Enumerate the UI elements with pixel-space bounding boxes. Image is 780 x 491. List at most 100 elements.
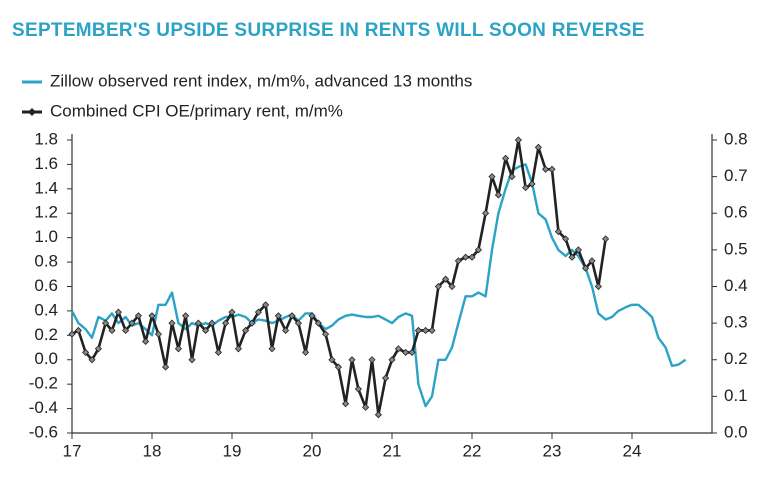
point-marker — [402, 348, 410, 356]
point-marker — [468, 253, 476, 261]
point-marker — [488, 173, 496, 181]
point-marker — [134, 312, 142, 320]
y-tick-label: 1.4 — [34, 178, 58, 197]
point-marker — [214, 348, 222, 356]
y-tick-label: 1.6 — [34, 154, 58, 173]
point-marker — [422, 326, 430, 335]
y-tick-label: 0.8 — [34, 252, 58, 271]
point-marker — [288, 312, 296, 320]
x-tick-label: 21 — [383, 441, 402, 460]
point-marker — [74, 326, 82, 335]
point-marker — [448, 282, 456, 291]
point-marker — [262, 301, 270, 309]
point-marker — [294, 319, 302, 327]
point-marker — [342, 400, 350, 408]
point-marker — [168, 319, 176, 327]
point-marker — [268, 345, 276, 353]
x-tick-label: 19 — [223, 441, 242, 460]
point-marker — [594, 282, 602, 291]
y2-tick-label: 0.6 — [724, 203, 748, 222]
point-marker — [348, 356, 356, 364]
y-tick-label: 0.6 — [34, 276, 58, 295]
y2-tick-label: 0.4 — [724, 276, 748, 295]
point-marker — [394, 345, 402, 353]
point-marker — [362, 403, 370, 411]
point-marker — [374, 411, 382, 419]
point-marker — [128, 319, 136, 327]
point-marker — [88, 356, 96, 364]
point-marker — [108, 326, 116, 335]
y-tick-label: 1.0 — [34, 227, 58, 246]
point-marker — [482, 209, 490, 217]
y-tick-label: -0.6 — [29, 422, 58, 441]
point-marker — [308, 312, 316, 320]
y2-tick-label: 0.5 — [724, 239, 748, 258]
x-tick-label: 22 — [463, 441, 482, 460]
y-tick-label: 0.0 — [34, 349, 58, 368]
point-marker — [494, 191, 502, 199]
point-marker — [202, 326, 210, 335]
point-marker — [82, 348, 90, 356]
point-marker — [454, 257, 462, 265]
point-marker — [582, 264, 590, 272]
point-marker — [228, 308, 236, 316]
point-marker — [242, 326, 250, 335]
point-marker — [574, 246, 582, 254]
y-tick-label: 1.8 — [34, 129, 58, 148]
x-tick-label: 20 — [303, 441, 322, 460]
point-marker — [254, 308, 262, 316]
series-line — [71, 138, 607, 416]
point-marker — [428, 326, 436, 335]
point-marker — [414, 326, 422, 335]
y2-tick-label: 0.7 — [724, 166, 748, 185]
point-marker — [502, 154, 510, 162]
point-marker — [188, 356, 196, 364]
point-marker — [302, 348, 310, 356]
point-marker — [368, 356, 376, 364]
chart-title: SEPTEMBER'S UPSIDE SURPRISE IN RENTS WIL… — [12, 20, 645, 41]
x-tick-label: 23 — [543, 441, 562, 460]
legend-label: Combined CPI OE/primary rent, m/m% — [50, 101, 343, 120]
point-marker — [274, 312, 282, 320]
point-marker — [122, 326, 130, 335]
point-marker — [174, 345, 182, 353]
point-marker — [208, 319, 216, 327]
point-marker — [382, 374, 390, 382]
series-line — [70, 163, 687, 408]
x-tick-label: 17 — [63, 441, 82, 460]
point-marker — [528, 180, 536, 188]
point-marker — [322, 330, 330, 338]
y-tick-label: -0.2 — [29, 374, 58, 393]
point-marker — [554, 227, 562, 236]
point-marker — [548, 165, 556, 173]
point-marker — [94, 345, 102, 353]
y-tick-label: 0.2 — [34, 325, 58, 344]
y2-tick-label: 0.8 — [724, 129, 748, 148]
point-marker — [102, 319, 110, 327]
point-marker — [408, 348, 416, 356]
point-marker — [542, 165, 550, 173]
point-marker — [514, 136, 522, 144]
point-marker — [602, 235, 610, 243]
point-marker — [234, 345, 242, 353]
x-tick-label: 24 — [623, 441, 642, 460]
point-marker — [162, 363, 170, 371]
point-marker — [462, 253, 470, 261]
x-tick-label: 18 — [143, 441, 162, 460]
point-marker — [182, 312, 190, 320]
point-marker — [114, 308, 122, 316]
y-tick-label: -0.4 — [29, 398, 58, 417]
y-tick-label: 1.2 — [34, 203, 58, 222]
legend-label: Zillow observed rent index, m/m%, advanc… — [50, 71, 472, 90]
point-marker — [442, 275, 450, 283]
point-marker — [194, 319, 202, 327]
point-marker — [522, 184, 530, 192]
point-marker — [154, 330, 162, 338]
point-marker — [434, 282, 442, 291]
point-marker — [568, 253, 576, 261]
point-marker — [334, 363, 342, 371]
point-marker — [314, 319, 322, 327]
point-marker — [142, 337, 150, 346]
point-marker — [474, 246, 482, 254]
